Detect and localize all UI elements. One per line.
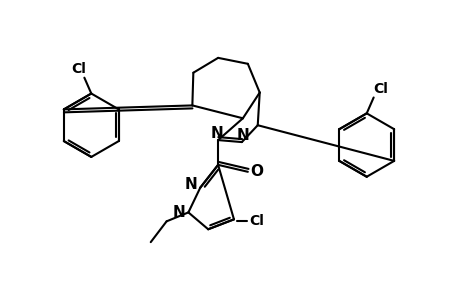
Text: Cl: Cl: [249, 214, 263, 228]
Text: N: N: [173, 205, 185, 220]
Text: Cl: Cl: [372, 82, 387, 96]
Text: N: N: [185, 177, 197, 192]
Text: O: O: [250, 164, 263, 179]
Text: N: N: [236, 128, 249, 142]
Text: N: N: [210, 126, 223, 141]
Text: Cl: Cl: [71, 62, 86, 76]
